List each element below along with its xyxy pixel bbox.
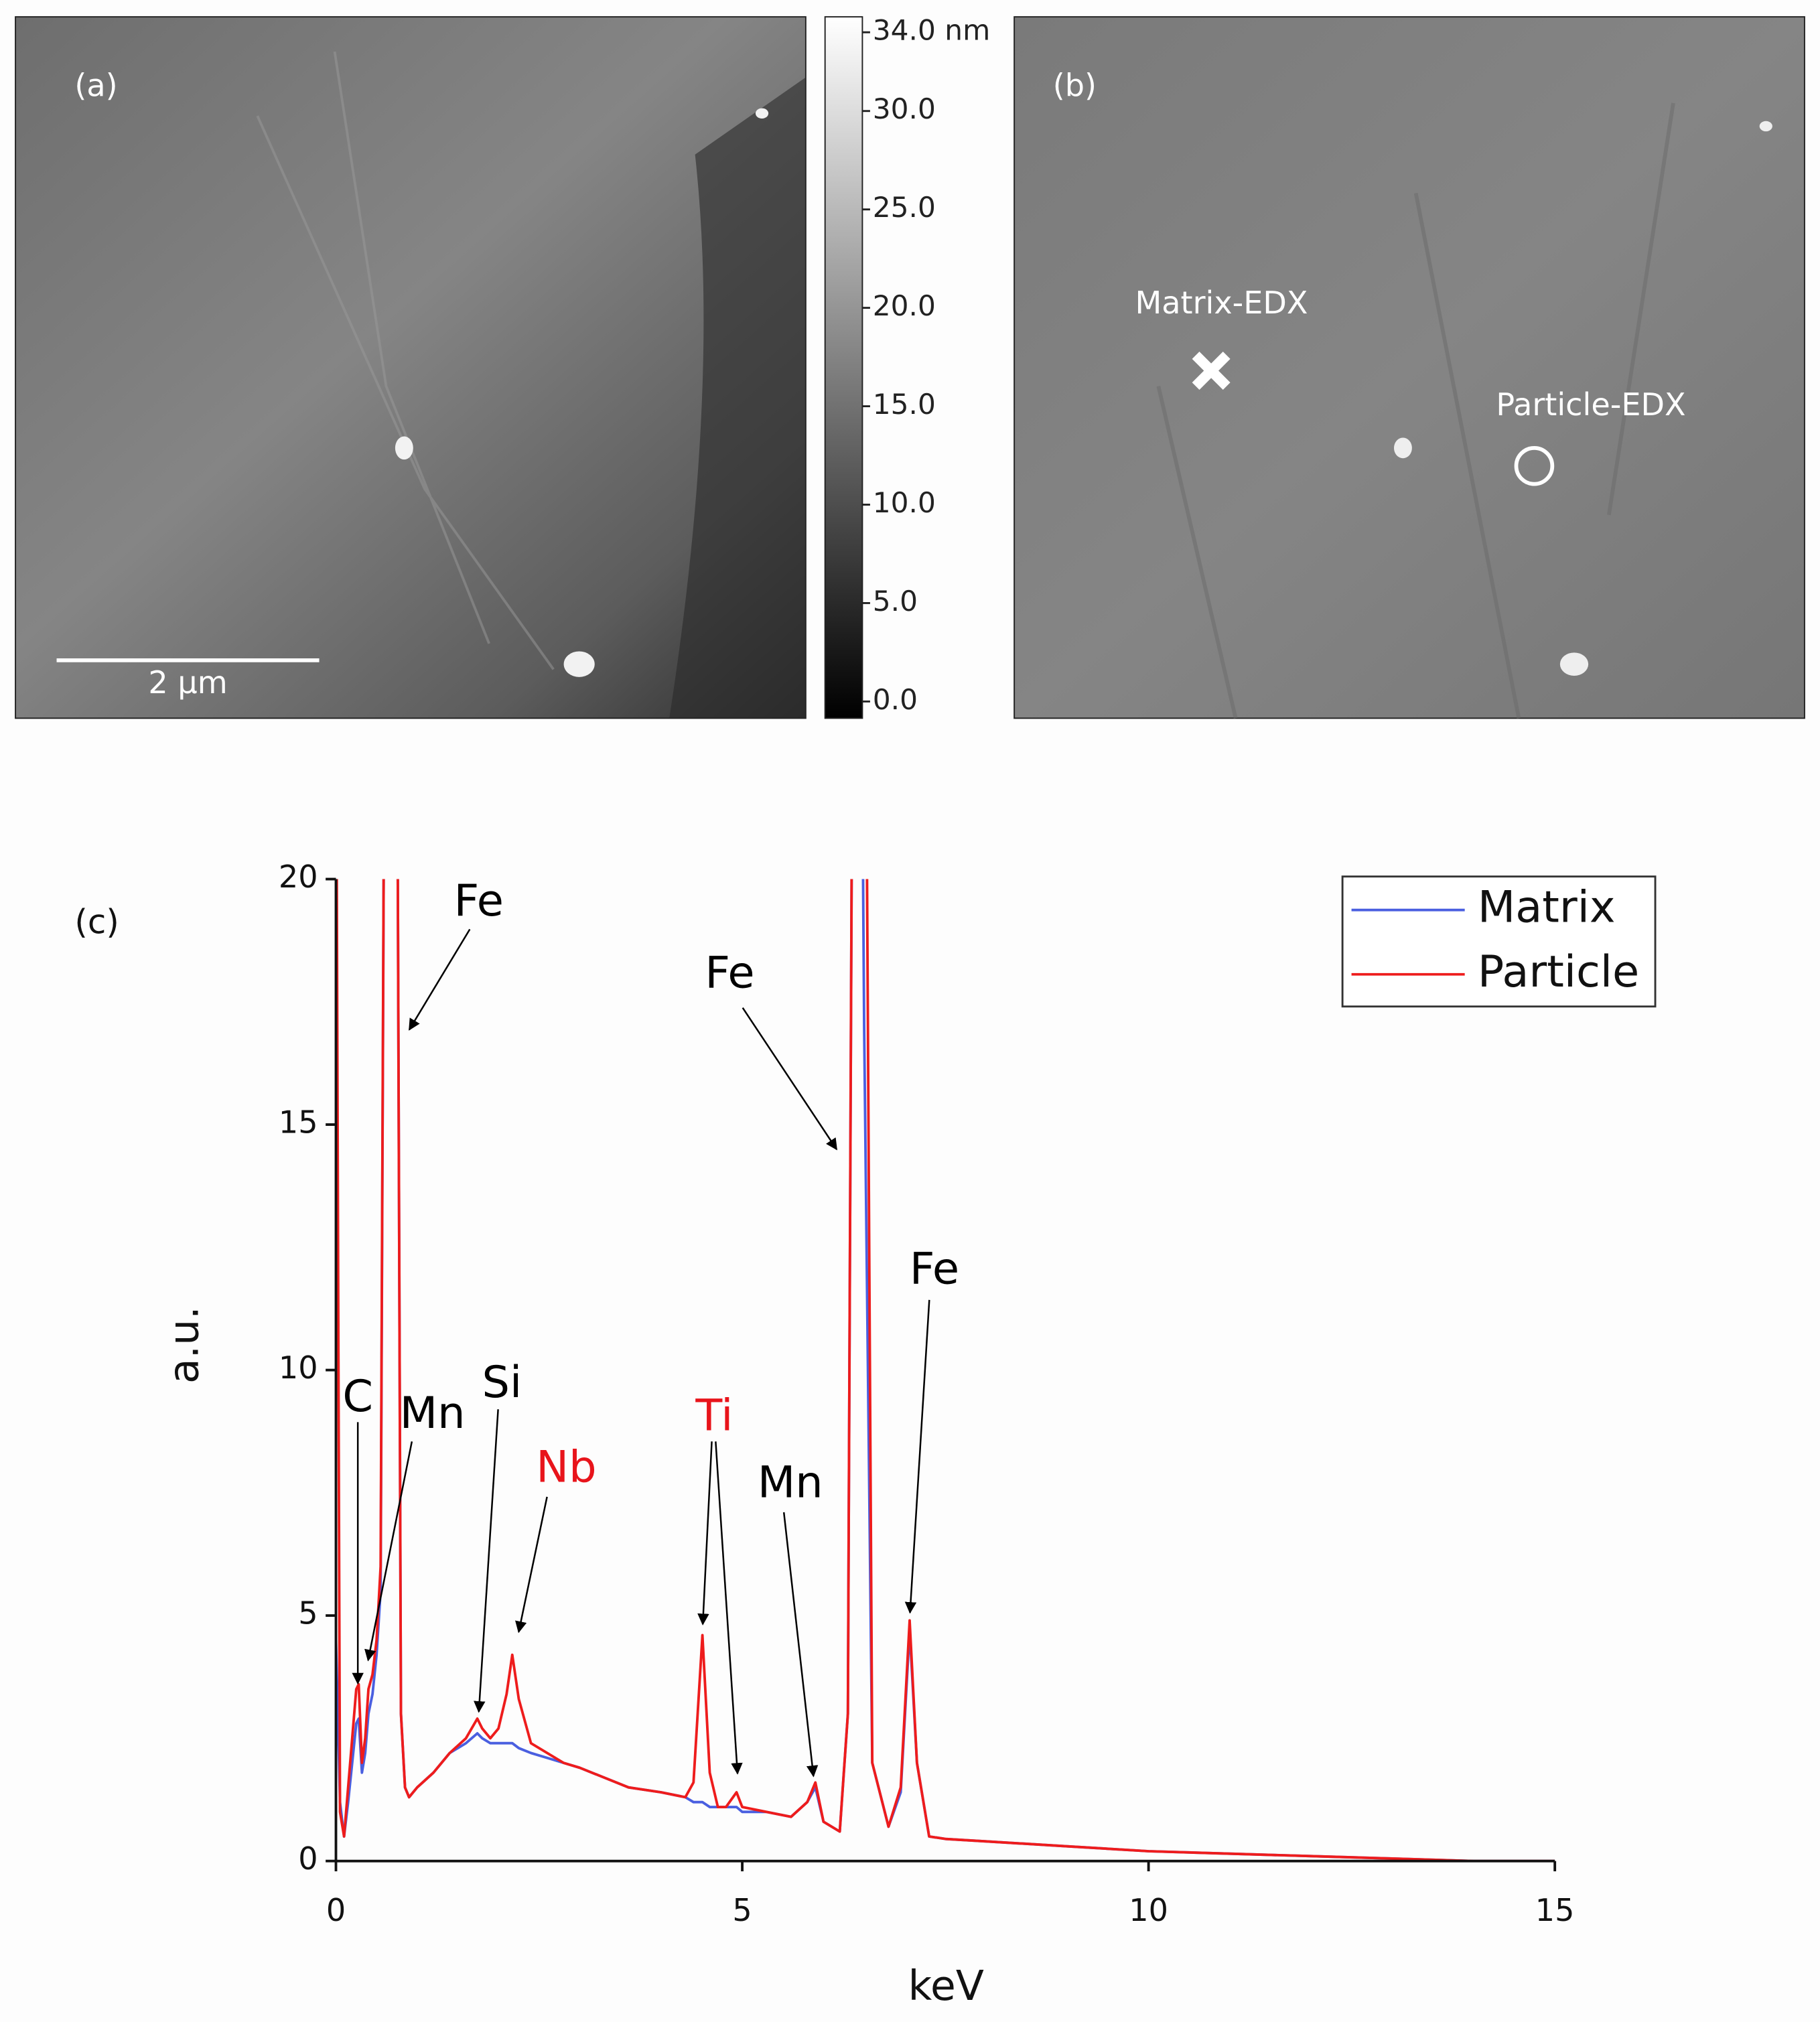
y-tick-label: 0 xyxy=(298,1840,318,1877)
peak-label: Si xyxy=(482,1357,522,1408)
panel-a: (a) 2 µm xyxy=(15,16,807,719)
dark-region xyxy=(669,77,806,719)
peak-arrow xyxy=(904,1299,930,1614)
afm-image xyxy=(15,16,807,719)
marker-label: Matrix-EDX xyxy=(1135,285,1308,321)
colorbar-scale xyxy=(824,16,863,719)
panel-label: (a) xyxy=(74,67,117,103)
y-tick-label: 5 xyxy=(298,1595,318,1632)
x-axis-label: keV xyxy=(908,1962,984,2010)
x-tick-label: 0 xyxy=(326,1892,346,1928)
peak-arrow xyxy=(742,1007,838,1151)
particle xyxy=(1759,121,1772,132)
peak-label: Mn xyxy=(400,1388,466,1439)
colorbar-tick-label: 34.0 nm xyxy=(873,14,991,47)
colorbar-tick-label: 20.0 xyxy=(873,289,936,322)
legend-box xyxy=(1341,875,1657,1008)
particle-marker xyxy=(1514,445,1555,486)
peak-label: Fe xyxy=(705,948,754,999)
particle xyxy=(1559,652,1589,676)
peak-arrow xyxy=(408,928,471,1031)
peak-label: Nb xyxy=(536,1442,596,1493)
peak-label: Mn xyxy=(758,1457,823,1508)
sem-image xyxy=(1013,16,1805,719)
y-tick-label: 10 xyxy=(279,1350,318,1386)
peak-label: Fe xyxy=(910,1244,959,1295)
y-tick-label: 15 xyxy=(279,1104,318,1141)
y-axis-label: a.u. xyxy=(161,1306,208,1384)
x-tick-label: 10 xyxy=(1129,1892,1168,1928)
peak-arrow xyxy=(697,1441,713,1626)
peak-arrow xyxy=(715,1441,743,1775)
peak-label: Ti xyxy=(695,1390,733,1441)
colorbar: 34.0 nm 30.0 25.0 20.0 15.0 10.0 5.0 0.0 xyxy=(824,14,991,719)
peak-arrow xyxy=(515,1496,548,1634)
peak-arrow xyxy=(474,1409,499,1713)
colorbar-tick-label: 0.0 xyxy=(873,683,918,716)
y-tick-label: 20 xyxy=(279,859,318,895)
plot-area xyxy=(336,879,1555,1861)
legend-label: Matrix xyxy=(1478,882,1616,933)
grain-boundary xyxy=(1156,102,1675,719)
peak-arrow xyxy=(364,1441,413,1662)
peak-label: Fe xyxy=(454,875,504,926)
scale-bar-label: 2 µm xyxy=(148,664,227,701)
spectrum-line xyxy=(336,879,1555,1861)
colorbar-tick-label: 30.0 xyxy=(873,92,936,125)
colorbar-tick-label: 15.0 xyxy=(873,388,936,421)
matrix-marker xyxy=(1192,352,1231,390)
grain-boundary xyxy=(256,51,555,670)
colorbar-tick-label: 10.0 xyxy=(873,486,936,519)
colorbar-tick-label: 5.0 xyxy=(873,585,918,618)
spectrum-chart: (c) keV a.u. 0 5 10 15 20 0 5 10 15 Matrix Particl… xyxy=(74,859,1657,2010)
particle xyxy=(755,108,769,119)
peak-arrow xyxy=(782,1512,819,1778)
marker-label: Particle-EDX xyxy=(1496,386,1685,423)
peak-label: C xyxy=(342,1371,373,1422)
colorbar-tick-label: 25.0 xyxy=(873,191,936,224)
panel-b: (b) Matrix-EDX Particle-EDX xyxy=(1013,16,1805,719)
x-tick-label: 15 xyxy=(1535,1892,1575,1928)
panel-label: (b) xyxy=(1053,67,1097,103)
x-tick-label: 5 xyxy=(732,1892,752,1928)
particle xyxy=(395,436,413,460)
particle xyxy=(1393,437,1412,459)
particle xyxy=(563,651,595,677)
legend-label: Particle xyxy=(1478,946,1639,997)
panel-label: (c) xyxy=(74,902,119,941)
